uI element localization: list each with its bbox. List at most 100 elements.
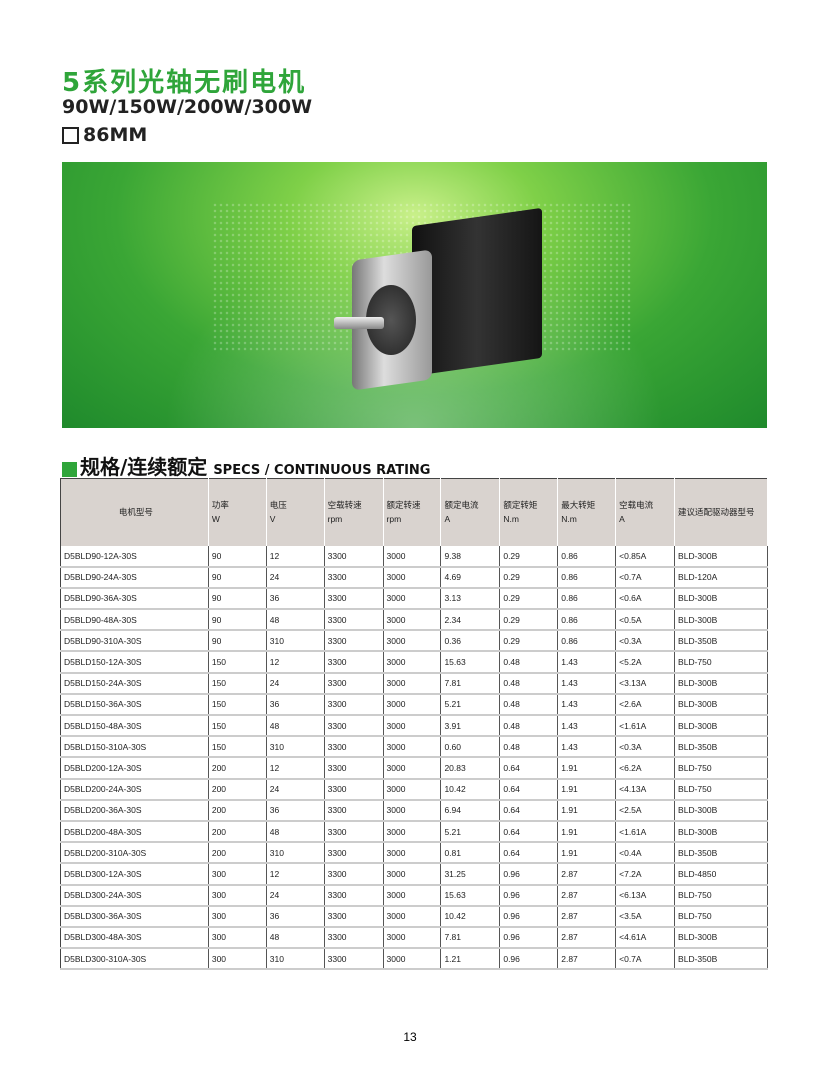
table-cell: 3000 bbox=[383, 842, 442, 865]
table-cell: <0.5A bbox=[615, 609, 676, 632]
header-label: 额定电流 bbox=[444, 500, 479, 511]
table-cell: 20.83 bbox=[440, 757, 501, 780]
table-cell: 3000 bbox=[383, 799, 442, 822]
table-cell: BLD-350B bbox=[674, 948, 768, 971]
table-cell: 1.43 bbox=[557, 736, 617, 759]
table-cell: BLD-350B bbox=[674, 842, 768, 865]
table-cell: D5BLD200-310A-30S bbox=[60, 842, 209, 865]
table-cell: 0.64 bbox=[499, 842, 559, 865]
table-cell: 3000 bbox=[383, 651, 442, 674]
table-cell: 0.64 bbox=[499, 820, 559, 844]
table-cell: 36 bbox=[266, 587, 325, 611]
table-cell: BLD-300B bbox=[674, 693, 768, 717]
table-cell: 0.29 bbox=[499, 545, 559, 568]
table-row: D5BLD300-12A-30S 300 12 3300 3000 31.25 0.96 2.… bbox=[60, 863, 768, 886]
table-cell: 3300 bbox=[324, 566, 384, 589]
table-cell: 3000 bbox=[383, 545, 442, 568]
table-cell: 7.81 bbox=[440, 926, 501, 950]
table-row: D5BLD150-24A-30S 150 24 3300 3000 7.81 0.48 1.4… bbox=[60, 672, 768, 695]
table-cell: 36 bbox=[266, 799, 325, 822]
table-cell: 3300 bbox=[324, 884, 384, 907]
table-cell: 2.87 bbox=[557, 926, 617, 950]
power-range: 90W/150W/200W/300W bbox=[62, 96, 313, 118]
table-row: D5BLD150-310A-30S 150 310 3300 3000 0.60 0.48 1… bbox=[60, 736, 768, 759]
table-cell: 3300 bbox=[324, 948, 384, 971]
table-cell: 0.96 bbox=[499, 926, 559, 950]
table-cell: D5BLD300-36A-30S bbox=[60, 905, 209, 928]
table-cell: 1.43 bbox=[557, 715, 617, 738]
table-cell: 3300 bbox=[324, 757, 384, 780]
table-cell: D5BLD90-48A-30S bbox=[60, 609, 209, 632]
table-cell: 3300 bbox=[324, 799, 384, 822]
table-cell: 3300 bbox=[324, 863, 384, 886]
table-cell: <0.7A bbox=[615, 948, 676, 971]
table-cell: 3300 bbox=[324, 778, 384, 801]
table-cell: 200 bbox=[208, 799, 267, 822]
table-row: D5BLD300-310A-30S 300 310 3300 3000 1.21 0.96 2… bbox=[60, 948, 768, 971]
table-cell: D5BLD90-36A-30S bbox=[60, 587, 209, 611]
table-cell: 0.29 bbox=[499, 630, 559, 653]
table-cell: 3000 bbox=[383, 926, 442, 950]
header-unit: N.m bbox=[561, 514, 577, 525]
table-row: D5BLD90-36A-30S 90 36 3300 3000 3.13 0.29 0.86 <… bbox=[60, 587, 768, 611]
table-cell: BLD-300B bbox=[674, 820, 768, 844]
header-label: 额定转矩 bbox=[503, 500, 538, 511]
table-cell: 310 bbox=[266, 736, 325, 759]
table-cell: BLD-300B bbox=[674, 715, 768, 738]
table-cell: 1.91 bbox=[557, 799, 617, 822]
table-cell: 2.34 bbox=[440, 609, 501, 632]
table-cell: BLD-350B bbox=[674, 736, 768, 759]
table-row: D5BLD90-12A-30S 90 12 3300 3000 9.38 0.29 0.86 <… bbox=[60, 545, 768, 568]
table-cell: 0.29 bbox=[499, 609, 559, 632]
header-label: 空载转速 bbox=[327, 500, 362, 511]
table-cell: 310 bbox=[266, 630, 325, 653]
table-cell: 3.91 bbox=[440, 715, 501, 738]
section-heading: 规格/连续额定 SPECS / CONTINUOUS RATING bbox=[62, 451, 430, 480]
header-unit: A bbox=[444, 514, 451, 525]
table-cell: 12 bbox=[266, 863, 325, 886]
table-cell: 12 bbox=[266, 757, 325, 780]
table-cell: 12 bbox=[266, 651, 325, 674]
header-label: 最大转矩 bbox=[561, 500, 596, 511]
table-row: D5BLD200-36A-30S 200 36 3300 3000 6.94 0.64 1.9… bbox=[60, 799, 768, 822]
table-cell: D5BLD300-12A-30S bbox=[60, 863, 209, 886]
table-cell: 0.86 bbox=[557, 566, 617, 589]
table-row: D5BLD150-36A-30S 150 36 3300 3000 5.21 0.48 1.4… bbox=[60, 693, 768, 717]
table-cell: BLD-300B bbox=[674, 545, 768, 568]
header-unit: rpm bbox=[327, 514, 343, 525]
table-cell: 0.86 bbox=[557, 545, 617, 568]
table-cell: 0.96 bbox=[499, 905, 559, 928]
table-cell: 6.94 bbox=[440, 799, 501, 822]
header-label: 空载电流 bbox=[619, 500, 654, 511]
table-cell: 3000 bbox=[383, 587, 442, 611]
table-cell: 3000 bbox=[383, 778, 442, 801]
table-cell: 3300 bbox=[324, 926, 384, 950]
table-cell: 300 bbox=[208, 926, 267, 950]
table-row: D5BLD200-310A-30S 200 310 3300 3000 0.81 0.64 1… bbox=[60, 842, 768, 865]
header-label: 功率 bbox=[211, 500, 229, 511]
table-cell: 90 bbox=[208, 566, 267, 589]
table-cell: 0.86 bbox=[557, 609, 617, 632]
table-cell: 3000 bbox=[383, 672, 442, 695]
table-cell: 24 bbox=[266, 778, 325, 801]
table-cell: 3000 bbox=[383, 566, 442, 589]
table-cell: 24 bbox=[266, 672, 325, 695]
table-cell: 90 bbox=[208, 587, 267, 611]
table-cell: <4.13A bbox=[615, 778, 676, 801]
table-cell: <7.2A bbox=[615, 863, 676, 886]
table-cell: BLD-300B bbox=[674, 926, 768, 950]
table-row: D5BLD200-24A-30S 200 24 3300 3000 10.42 0.64 1.… bbox=[60, 778, 768, 801]
header-unit: A bbox=[619, 514, 625, 525]
table-cell: 150 bbox=[208, 651, 267, 674]
table-cell: <6.2A bbox=[615, 757, 676, 780]
table-cell: D5BLD150-36A-30S bbox=[60, 693, 209, 717]
table-cell: 36 bbox=[266, 905, 325, 928]
table-cell: 200 bbox=[208, 757, 267, 780]
table-cell: 310 bbox=[266, 948, 325, 971]
table-cell: D5BLD300-24A-30S bbox=[60, 884, 209, 907]
column-header: 电压 V bbox=[266, 478, 325, 546]
table-cell: 2.87 bbox=[557, 948, 617, 971]
table-cell: <6.13A bbox=[615, 884, 676, 907]
square-icon bbox=[62, 126, 79, 144]
table-cell: 0.86 bbox=[557, 630, 617, 653]
